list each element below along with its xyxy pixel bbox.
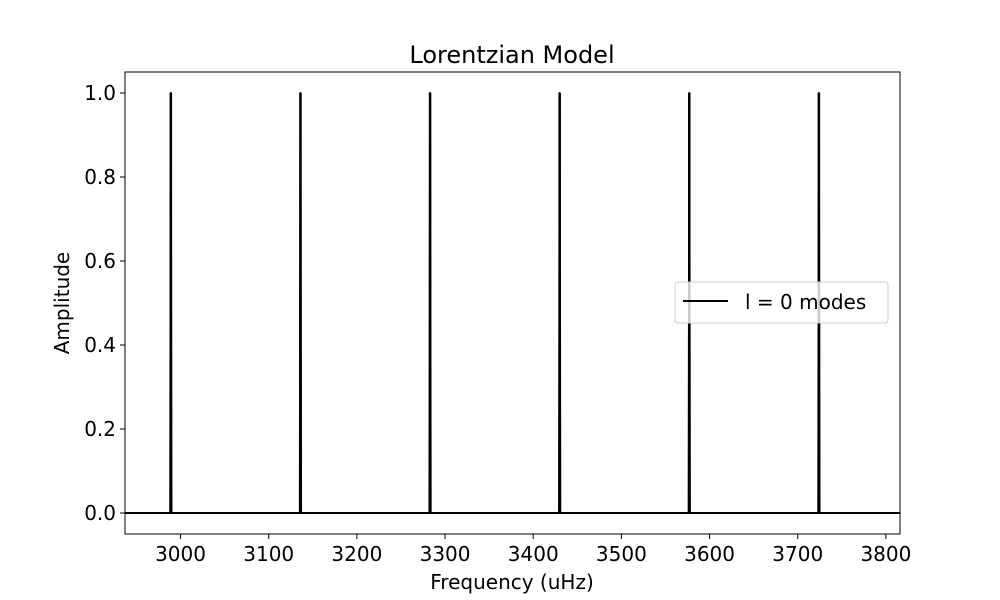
y-axis-label: Amplitude (50, 252, 74, 355)
y-tick-label: 0.6 (84, 249, 116, 273)
x-tick-label: 3700 (772, 542, 823, 566)
series-line (125, 92, 900, 514)
y-tick-label: 1.0 (84, 81, 116, 105)
x-axis: 3000 3100 3200 3300 3400 3500 3600 3700 3800 (155, 534, 911, 566)
x-tick-label: 3600 (684, 542, 735, 566)
y-tick-label: 0.4 (84, 333, 116, 357)
y-tick-label: 0.8 (84, 165, 116, 189)
y-tick-label: 0.0 (84, 501, 116, 525)
x-tick-label: 3000 (155, 542, 206, 566)
axes-frame (124, 71, 901, 535)
x-axis-label: Frequency (uHz) (430, 570, 594, 594)
chart-title: Lorentzian Model (409, 41, 614, 69)
x-tick-label: 3200 (331, 542, 382, 566)
legend-label: l = 0 modes (745, 290, 866, 314)
legend-box (674, 281, 889, 324)
x-tick-label: 3300 (420, 542, 471, 566)
y-axis: 0.0 0.2 0.4 0.6 0.8 1.0 (84, 81, 125, 525)
x-tick-label: 3800 (860, 542, 911, 566)
y-tick-label: 0.2 (84, 417, 116, 441)
legend: l = 0 modes (674, 281, 889, 324)
x-tick-label: 3400 (508, 542, 559, 566)
x-tick-label: 3100 (243, 542, 294, 566)
x-tick-label: 3500 (596, 542, 647, 566)
